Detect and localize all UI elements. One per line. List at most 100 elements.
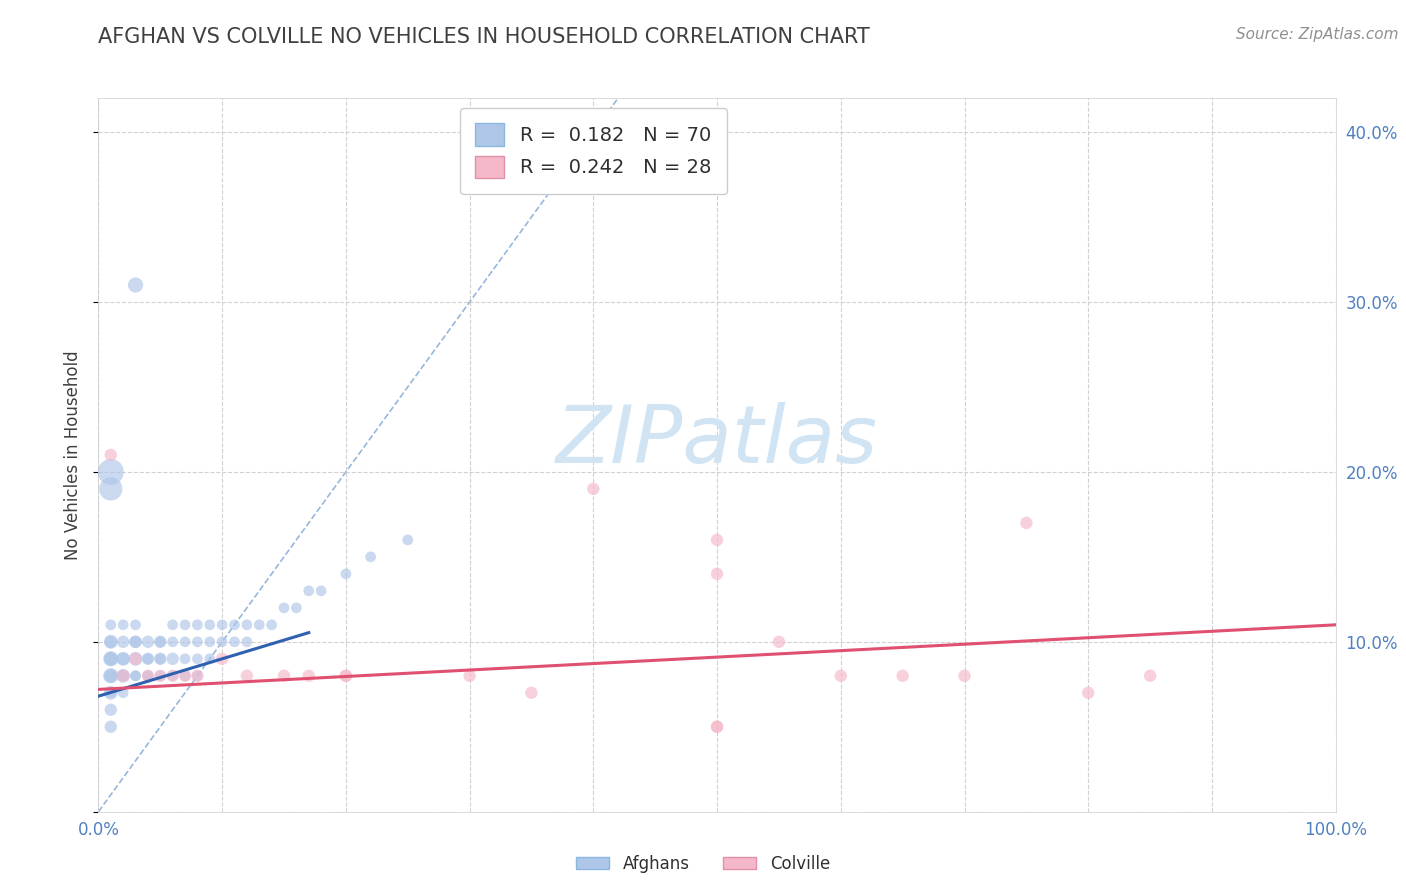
Point: [236, 617, 259, 632]
Point: [706, 566, 728, 581]
Point: [136, 652, 159, 666]
Point: [186, 617, 208, 632]
Text: Source: ZipAtlas.com: Source: ZipAtlas.com: [1236, 27, 1399, 42]
Point: [112, 652, 135, 666]
Point: [174, 635, 197, 649]
Point: [100, 652, 122, 666]
Point: [124, 669, 146, 683]
Point: [458, 669, 481, 683]
Point: [112, 686, 135, 700]
Point: [335, 566, 357, 581]
Point: [174, 617, 197, 632]
Point: [136, 669, 159, 683]
Y-axis label: No Vehicles in Household: No Vehicles in Household: [65, 350, 83, 560]
Point: [396, 533, 419, 547]
Point: [211, 652, 233, 666]
Point: [112, 617, 135, 632]
Point: [236, 669, 259, 683]
Point: [149, 635, 172, 649]
Point: [1139, 669, 1161, 683]
Point: [112, 669, 135, 683]
Point: [124, 669, 146, 683]
Point: [112, 652, 135, 666]
Point: [100, 686, 122, 700]
Point: [162, 652, 184, 666]
Point: [162, 635, 184, 649]
Point: [273, 600, 295, 615]
Point: [335, 669, 357, 683]
Point: [162, 669, 184, 683]
Point: [162, 617, 184, 632]
Point: [186, 635, 208, 649]
Point: [224, 635, 246, 649]
Point: [100, 635, 122, 649]
Point: [768, 635, 790, 649]
Point: [830, 669, 852, 683]
Point: [335, 669, 357, 683]
Point: [100, 703, 122, 717]
Point: [112, 635, 135, 649]
Legend: Afghans, Colville: Afghans, Colville: [569, 848, 837, 880]
Point: [706, 533, 728, 547]
Point: [224, 617, 246, 632]
Point: [273, 669, 295, 683]
Point: [100, 482, 122, 496]
Point: [236, 635, 259, 649]
Point: [136, 669, 159, 683]
Point: [520, 686, 543, 700]
Point: [124, 635, 146, 649]
Point: [100, 669, 122, 683]
Point: [100, 720, 122, 734]
Point: [149, 669, 172, 683]
Point: [186, 652, 208, 666]
Point: [124, 635, 146, 649]
Point: [124, 617, 146, 632]
Point: [360, 549, 382, 564]
Point: [582, 482, 605, 496]
Point: [100, 465, 122, 479]
Point: [124, 652, 146, 666]
Point: [198, 617, 221, 632]
Point: [149, 669, 172, 683]
Point: [100, 617, 122, 632]
Point: [211, 635, 233, 649]
Text: AFGHAN VS COLVILLE NO VEHICLES IN HOUSEHOLD CORRELATION CHART: AFGHAN VS COLVILLE NO VEHICLES IN HOUSEH…: [98, 27, 870, 46]
Point: [285, 600, 308, 615]
Point: [247, 617, 270, 632]
Point: [149, 652, 172, 666]
Point: [136, 669, 159, 683]
Point: [112, 669, 135, 683]
Point: [298, 669, 321, 683]
Point: [112, 669, 135, 683]
Point: [186, 669, 208, 683]
Point: [706, 720, 728, 734]
Legend: R =  0.182   N = 70, R =  0.242   N = 28: R = 0.182 N = 70, R = 0.242 N = 28: [460, 108, 727, 194]
Point: [100, 448, 122, 462]
Point: [1015, 516, 1038, 530]
Point: [149, 652, 172, 666]
Point: [298, 583, 321, 598]
Point: [100, 669, 122, 683]
Point: [124, 278, 146, 293]
Point: [100, 669, 122, 683]
Point: [100, 635, 122, 649]
Point: [260, 617, 283, 632]
Point: [136, 635, 159, 649]
Point: [149, 635, 172, 649]
Point: [100, 652, 122, 666]
Point: [198, 635, 221, 649]
Point: [309, 583, 332, 598]
Point: [706, 720, 728, 734]
Point: [112, 669, 135, 683]
Point: [174, 669, 197, 683]
Point: [1077, 686, 1099, 700]
Point: [100, 652, 122, 666]
Point: [174, 669, 197, 683]
Point: [211, 617, 233, 632]
Point: [162, 669, 184, 683]
Point: [174, 652, 197, 666]
Point: [891, 669, 914, 683]
Point: [136, 652, 159, 666]
Point: [198, 652, 221, 666]
Point: [953, 669, 976, 683]
